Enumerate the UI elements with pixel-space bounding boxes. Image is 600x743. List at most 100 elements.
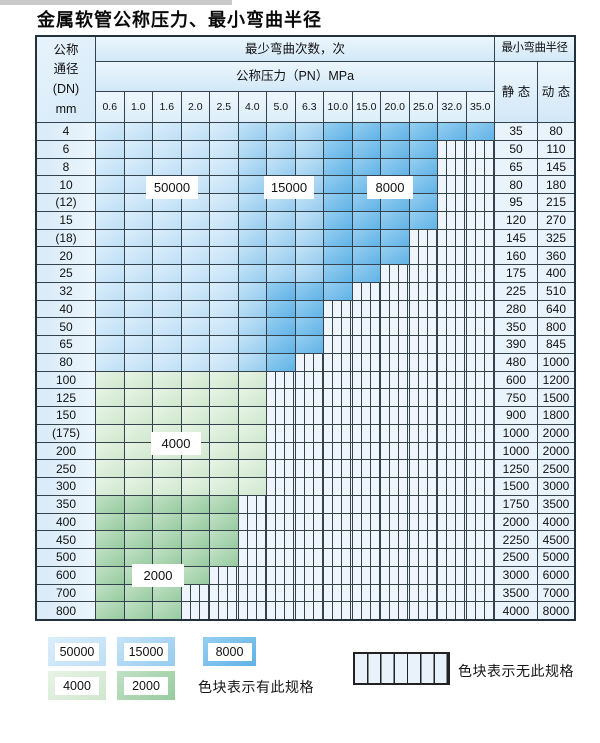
static-value-cell: 1000 xyxy=(495,424,537,442)
hatch-cell xyxy=(409,531,437,548)
spec-cell xyxy=(124,265,152,282)
hatch-cell xyxy=(352,566,380,584)
hatch-cell xyxy=(267,584,295,602)
hatch-cell xyxy=(352,478,380,495)
spec-cell xyxy=(210,389,238,406)
dynamic-value-cell: 3000 xyxy=(538,478,574,495)
hatch-cell xyxy=(438,229,466,247)
spec-cell xyxy=(352,247,380,264)
hatch-cell xyxy=(409,336,437,353)
hatch-cell xyxy=(324,478,352,495)
hatch-cell xyxy=(409,549,437,566)
hatch-cell xyxy=(438,336,466,353)
dynamic-value-cell: 800 xyxy=(538,318,574,335)
hatch-cell xyxy=(352,495,380,513)
spec-cell xyxy=(267,247,295,264)
dn-cell: 32 xyxy=(37,282,95,300)
spec-cell xyxy=(181,371,209,389)
cycles-label-4000: 4000 xyxy=(151,432,201,455)
hatch-cell xyxy=(438,495,466,513)
bend-times-header: 最少弯曲次数，次 xyxy=(96,37,494,61)
spec-cell xyxy=(153,300,181,318)
hatch-cell xyxy=(295,389,323,406)
pressure-col-header: 6.3 xyxy=(295,92,323,122)
spec-cell xyxy=(295,211,323,229)
hatch-cell xyxy=(409,495,437,513)
hatch-cell xyxy=(466,176,494,193)
static-value-cell: 1500 xyxy=(495,478,537,495)
hatch-cell xyxy=(352,407,380,424)
hatch-cell xyxy=(438,158,466,176)
static-value-cell: 160 xyxy=(495,247,537,264)
hatch-cell xyxy=(352,602,380,619)
hatch-cell xyxy=(295,495,323,513)
hatch-cell xyxy=(238,602,266,619)
spec-cell xyxy=(124,478,152,495)
hatch-cell xyxy=(466,158,494,176)
hatch-cell xyxy=(352,424,380,442)
spec-cell xyxy=(409,123,437,140)
spec-cell xyxy=(153,549,181,566)
hatch-cell xyxy=(295,407,323,424)
spec-cell xyxy=(324,194,352,211)
hatch-cell xyxy=(409,229,437,247)
hatch-cell xyxy=(409,407,437,424)
dn-cell: 800 xyxy=(37,602,95,619)
spec-cell xyxy=(238,211,266,229)
pressure-col-header: 5.0 xyxy=(267,92,295,122)
spec-cell xyxy=(153,211,181,229)
hatch-cell xyxy=(267,513,295,531)
dn-cell: 200 xyxy=(37,442,95,460)
spec-cell xyxy=(238,300,266,318)
spec-cell xyxy=(124,460,152,477)
hatch-cell xyxy=(381,389,409,406)
spec-cell xyxy=(96,478,124,495)
hatch-cell xyxy=(324,460,352,477)
hatch-cell xyxy=(267,389,295,406)
spec-cell xyxy=(267,336,295,353)
hatch-cell xyxy=(324,353,352,371)
hatch-cell xyxy=(438,247,466,264)
hatch-cell xyxy=(352,549,380,566)
spec-cell xyxy=(96,211,124,229)
spec-cell xyxy=(238,282,266,300)
spec-cell xyxy=(238,140,266,158)
spec-cell xyxy=(96,566,124,584)
static-value-cell: 750 xyxy=(495,389,537,406)
hatch-cell xyxy=(409,584,437,602)
spec-cell xyxy=(96,495,124,513)
hatch-cell xyxy=(324,531,352,548)
legend-block-label: 8000 xyxy=(207,642,252,661)
hatch-cell xyxy=(352,531,380,548)
hatch-cell xyxy=(466,460,494,477)
spec-cell xyxy=(210,478,238,495)
hatch-cell xyxy=(466,211,494,229)
hatch-cell xyxy=(324,495,352,513)
hatch-cell xyxy=(181,602,209,619)
hatch-cell xyxy=(381,460,409,477)
spec-cell xyxy=(267,353,295,371)
spec-cell xyxy=(238,265,266,282)
spec-cell xyxy=(295,123,323,140)
spec-cell xyxy=(324,265,352,282)
spec-cell xyxy=(210,158,238,176)
spec-cell xyxy=(295,282,323,300)
hatch-cell xyxy=(381,566,409,584)
hatch-cell xyxy=(324,371,352,389)
hatch-cell xyxy=(238,549,266,566)
dn-cell: 700 xyxy=(37,584,95,602)
spec-cell xyxy=(181,247,209,264)
hatch-cell xyxy=(352,318,380,335)
hatch-cell xyxy=(381,495,409,513)
spec-cell xyxy=(210,424,238,442)
pressure-col-header: 4.0 xyxy=(238,92,266,122)
spec-cell xyxy=(153,478,181,495)
hatch-cell xyxy=(409,513,437,531)
hatch-cell xyxy=(267,371,295,389)
spec-cell xyxy=(181,300,209,318)
hatch-cell xyxy=(324,442,352,460)
spec-cell xyxy=(210,140,238,158)
static-value-cell: 175 xyxy=(495,265,537,282)
pressure-col-header: 20.0 xyxy=(381,92,409,122)
spec-cell xyxy=(210,442,238,460)
